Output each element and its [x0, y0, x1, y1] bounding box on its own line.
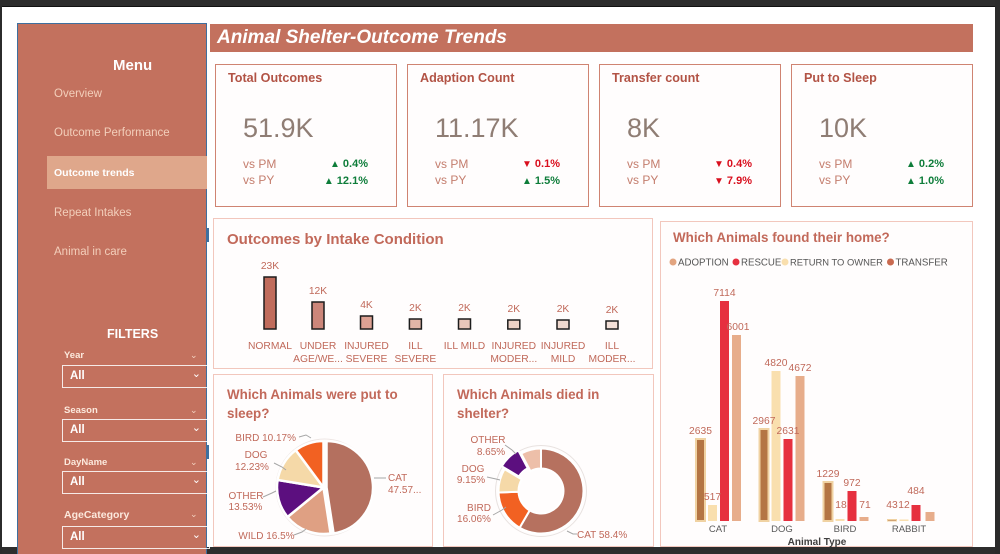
- svg-text:43: 43: [886, 500, 898, 511]
- svg-text:16.06%: 16.06%: [457, 514, 491, 525]
- svg-text:RETURN TO OWNER: RETURN TO OWNER: [790, 257, 883, 268]
- svg-text:9.15%: 9.15%: [457, 475, 485, 486]
- svg-text:972: 972: [843, 478, 860, 489]
- svg-text:12.23%: 12.23%: [235, 462, 269, 473]
- svg-text:2K: 2K: [458, 303, 471, 314]
- svg-text:2K: 2K: [409, 303, 422, 314]
- svg-text:71: 71: [859, 500, 871, 511]
- svg-text:7114: 7114: [713, 288, 735, 299]
- svg-text:12K: 12K: [309, 286, 327, 297]
- svg-text:ILL MILD: ILL MILD: [444, 341, 485, 352]
- svg-text:12: 12: [898, 500, 910, 511]
- svg-text:2K: 2K: [507, 304, 520, 315]
- svg-text:MODER...: MODER...: [589, 354, 636, 365]
- svg-text:TRANSFER: TRANSFER: [896, 258, 948, 269]
- svg-text:INJURED: INJURED: [541, 341, 586, 352]
- svg-text:ILL: ILL: [605, 341, 620, 352]
- svg-text:2635: 2635: [689, 426, 712, 437]
- svg-text:DOG: DOG: [771, 524, 793, 535]
- svg-text:Animal Type: Animal Type: [788, 537, 847, 547]
- svg-text:18: 18: [835, 500, 847, 511]
- svg-text:1229: 1229: [817, 469, 840, 480]
- svg-text:RESCUE: RESCUE: [741, 258, 782, 269]
- svg-text:2K: 2K: [557, 304, 570, 315]
- svg-text:SEVERE: SEVERE: [395, 354, 437, 365]
- svg-text:6001: 6001: [727, 322, 750, 333]
- svg-text:CAT: CAT: [709, 524, 727, 535]
- svg-text:DOG: DOG: [245, 450, 268, 461]
- svg-text:BIRD 10.17%: BIRD 10.17%: [235, 433, 296, 444]
- svg-text:WILD 16.5%: WILD 16.5%: [238, 531, 294, 542]
- svg-text:OTHER: OTHER: [471, 435, 506, 446]
- svg-text:MILD: MILD: [551, 354, 576, 365]
- svg-text:484: 484: [907, 486, 924, 497]
- svg-text:4672: 4672: [789, 363, 812, 374]
- svg-text:4820: 4820: [765, 358, 788, 369]
- svg-text:47.57...: 47.57...: [388, 485, 421, 496]
- svg-text:BIRD: BIRD: [467, 503, 491, 514]
- svg-text:CAT: CAT: [388, 473, 407, 484]
- svg-text:ILL: ILL: [408, 341, 423, 352]
- svg-text:8.65%: 8.65%: [477, 447, 505, 458]
- svg-text:13.53%: 13.53%: [229, 502, 263, 513]
- svg-text:NORMAL: NORMAL: [248, 341, 292, 352]
- svg-text:CAT 58.4%: CAT 58.4%: [577, 530, 627, 541]
- svg-text:DOG: DOG: [462, 464, 485, 475]
- svg-text:4K: 4K: [360, 300, 373, 311]
- svg-text:RABBIT: RABBIT: [892, 524, 927, 535]
- svg-text:2967: 2967: [753, 416, 776, 427]
- svg-text:517: 517: [704, 492, 721, 503]
- svg-text:BIRD: BIRD: [834, 524, 857, 535]
- svg-text:2K: 2K: [606, 305, 619, 316]
- svg-text:UNDER: UNDER: [300, 341, 337, 352]
- svg-text:AGE/WE...: AGE/WE...: [293, 354, 343, 365]
- svg-text:INJURED: INJURED: [344, 341, 389, 352]
- svg-text:23K: 23K: [261, 261, 279, 272]
- svg-text:INJURED: INJURED: [491, 341, 536, 352]
- svg-text:ADOPTION: ADOPTION: [678, 258, 729, 269]
- svg-text:OTHER: OTHER: [229, 491, 264, 502]
- svg-text:2631: 2631: [777, 426, 800, 437]
- svg-text:MODER...: MODER...: [490, 354, 537, 365]
- svg-text:SEVERE: SEVERE: [346, 354, 388, 365]
